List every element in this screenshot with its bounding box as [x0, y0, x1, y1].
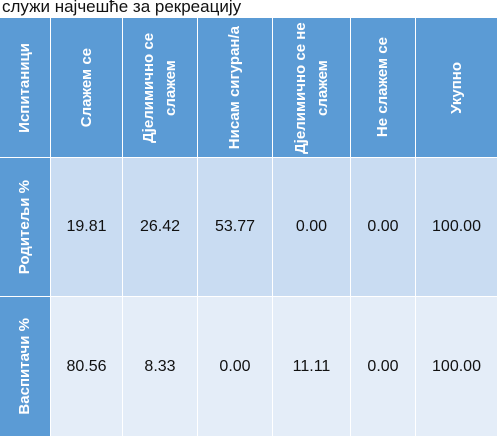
- row-header: Родитељи %: [16, 179, 33, 275]
- column-header-cell: Дјелимично се слажем: [123, 18, 198, 158]
- value-cell: 100.00: [416, 158, 498, 297]
- value: 19.81: [66, 218, 107, 235]
- value-cell: 53.77: [198, 158, 273, 297]
- value-cell: 100.00: [416, 297, 498, 437]
- value-cell: 11.11: [273, 297, 351, 437]
- value-cell: 19.81: [51, 158, 123, 297]
- column-header-cell: Дјелимично се не слажем: [273, 18, 351, 158]
- value-cell: 80.56: [51, 297, 123, 437]
- value: 100.00: [432, 218, 481, 235]
- value-cell: 0.00: [351, 297, 416, 437]
- value: 100.00: [432, 357, 481, 375]
- column-header-cell: Слажем се: [51, 18, 123, 158]
- value: 8.33: [144, 357, 176, 375]
- value: 0.00: [367, 357, 399, 375]
- column-header: Слажем се: [77, 47, 95, 128]
- column-header-cell: Нисам сигуран/а: [198, 18, 273, 158]
- value-cell: 8.33: [123, 297, 198, 437]
- value: 0.00: [367, 218, 399, 235]
- caption: служи најчешће за рекреацију: [2, 0, 242, 16]
- value-cell: 0.00: [198, 297, 273, 437]
- value: 53.77: [214, 218, 256, 235]
- column-header-cell: Испитаници: [0, 18, 51, 158]
- value: 0.00: [295, 218, 328, 235]
- column-header: Дјелимично се не слажем: [291, 21, 331, 154]
- row-header-cell: Родитељи %: [0, 158, 51, 297]
- column-header-cell: Не слажем се: [351, 18, 416, 158]
- column-header-cell: Укупно: [416, 18, 498, 158]
- column-header: Испитаници: [16, 42, 33, 133]
- column-header: Нисам сигуран/а: [226, 25, 243, 150]
- value-cell: 26.42: [123, 158, 198, 297]
- column-header: Не слажем се: [374, 37, 391, 138]
- column-header: Дјелимично се слажем: [140, 32, 179, 143]
- value: 26.42: [139, 218, 181, 235]
- row-header-cell: Васпитачи %: [0, 297, 51, 437]
- value: 11.11: [292, 357, 331, 375]
- column-header: Укупно: [447, 61, 465, 114]
- value-cell: 0.00: [351, 158, 416, 297]
- value-cell: 0.00: [273, 158, 351, 297]
- value: 0.00: [219, 357, 251, 375]
- row-header: Васпитачи %: [16, 318, 33, 415]
- value: 80.56: [66, 357, 107, 375]
